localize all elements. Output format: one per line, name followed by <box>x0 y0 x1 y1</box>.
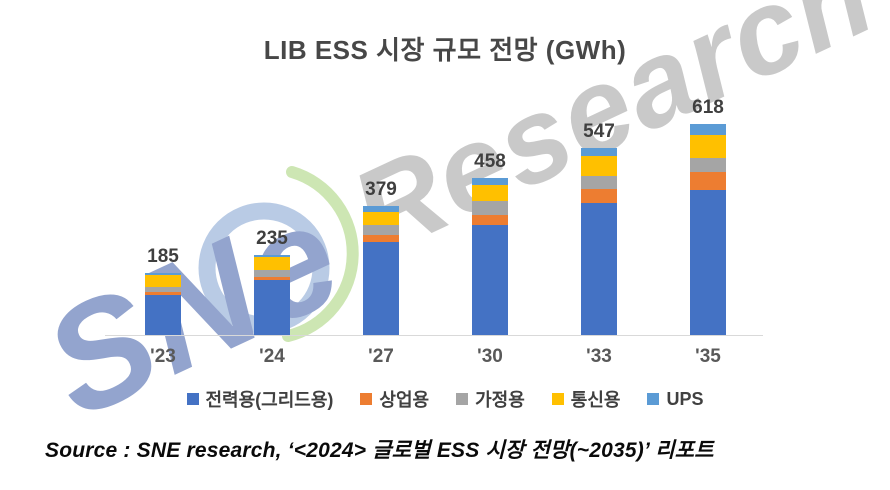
bar-segment <box>472 178 508 185</box>
bar-total-label: 235 <box>256 228 288 249</box>
stacked-bar <box>690 124 726 335</box>
bar-group: 185 '23 <box>118 0 208 367</box>
bar-segment <box>254 257 290 270</box>
source-note: Source : SNE research, ‘<2024> 글로벌 ESS 시… <box>45 439 714 462</box>
bar-segment <box>581 156 617 176</box>
x-tick-label: '23 <box>150 346 176 367</box>
stacked-bar <box>145 273 181 335</box>
bar-group: 235 '24 <box>227 0 317 367</box>
chart-title: LIB ESS 시장 규모 전망 (GWh) <box>263 35 627 65</box>
bar-segment <box>472 201 508 215</box>
bar-segment <box>145 292 181 295</box>
bar-segment <box>581 203 617 335</box>
legend-label: UPS <box>666 388 704 409</box>
legend: 전력용(그리드용) 상업용 가정용 통신용 UPS <box>0 386 890 412</box>
legend-swatch-icon <box>551 393 564 405</box>
bar-segment <box>363 235 399 242</box>
bar-segment <box>145 273 181 275</box>
bar-group: 547 '33 <box>554 0 644 367</box>
legend-swatch-icon <box>456 393 469 405</box>
stacked-bar <box>363 206 399 335</box>
bar-total-label: 379 <box>365 179 397 200</box>
legend-swatch-icon <box>647 393 660 405</box>
bar-segment <box>363 206 399 212</box>
bar-segment <box>690 190 726 335</box>
x-tick-label: '33 <box>586 346 612 367</box>
x-tick-label: '30 <box>477 346 503 367</box>
bar-segment <box>145 275 181 287</box>
bar-group: 379 '27 <box>336 0 426 367</box>
stacked-bar <box>581 148 617 335</box>
bar-group: 458 '30 <box>445 0 535 367</box>
bar-segment <box>363 225 399 235</box>
legend-label: 통신용 <box>570 390 621 410</box>
bar-segment <box>690 124 726 135</box>
bar-segment <box>363 242 399 335</box>
x-tick-label: '35 <box>695 346 721 367</box>
x-axis-line <box>105 335 763 336</box>
stacked-bar <box>254 255 290 335</box>
bar-segment <box>690 135 726 158</box>
bar-segment <box>254 280 290 335</box>
bar-total-label: 547 <box>583 121 615 142</box>
bar-group: 618 '35 <box>663 0 753 367</box>
bar-segment <box>581 189 617 203</box>
bar-total-label: 185 <box>147 246 179 267</box>
x-tick-label: '27 <box>368 346 394 367</box>
legend-item: 통신용 <box>551 386 621 412</box>
bar-segment <box>145 287 181 292</box>
legend-swatch-icon <box>186 393 199 405</box>
x-tick-label: '24 <box>259 346 285 367</box>
bar-segment <box>581 148 617 156</box>
bar-segment <box>472 215 508 225</box>
legend-item: 전력용(그리드용) <box>186 386 334 412</box>
bar-segment <box>690 158 726 172</box>
bar-segment <box>581 176 617 189</box>
bar-total-label: 618 <box>692 97 724 118</box>
bar-segment <box>363 212 399 225</box>
legend-item: 상업용 <box>360 386 429 412</box>
bar-segment <box>472 185 508 201</box>
bar-segment <box>145 295 181 335</box>
bar-segment <box>472 225 508 335</box>
legend-label: 전력용(그리드용) <box>205 390 334 410</box>
bar-total-label: 458 <box>474 151 506 172</box>
legend-label: 가정용 <box>475 390 525 410</box>
legend-swatch-icon <box>360 393 373 405</box>
bar-segment <box>690 172 726 190</box>
legend-item: UPS <box>647 388 704 410</box>
stacked-bar <box>472 178 508 335</box>
bar-segment <box>254 270 290 277</box>
legend-item: 가정용 <box>456 386 525 412</box>
legend-label: 상업용 <box>379 390 430 410</box>
